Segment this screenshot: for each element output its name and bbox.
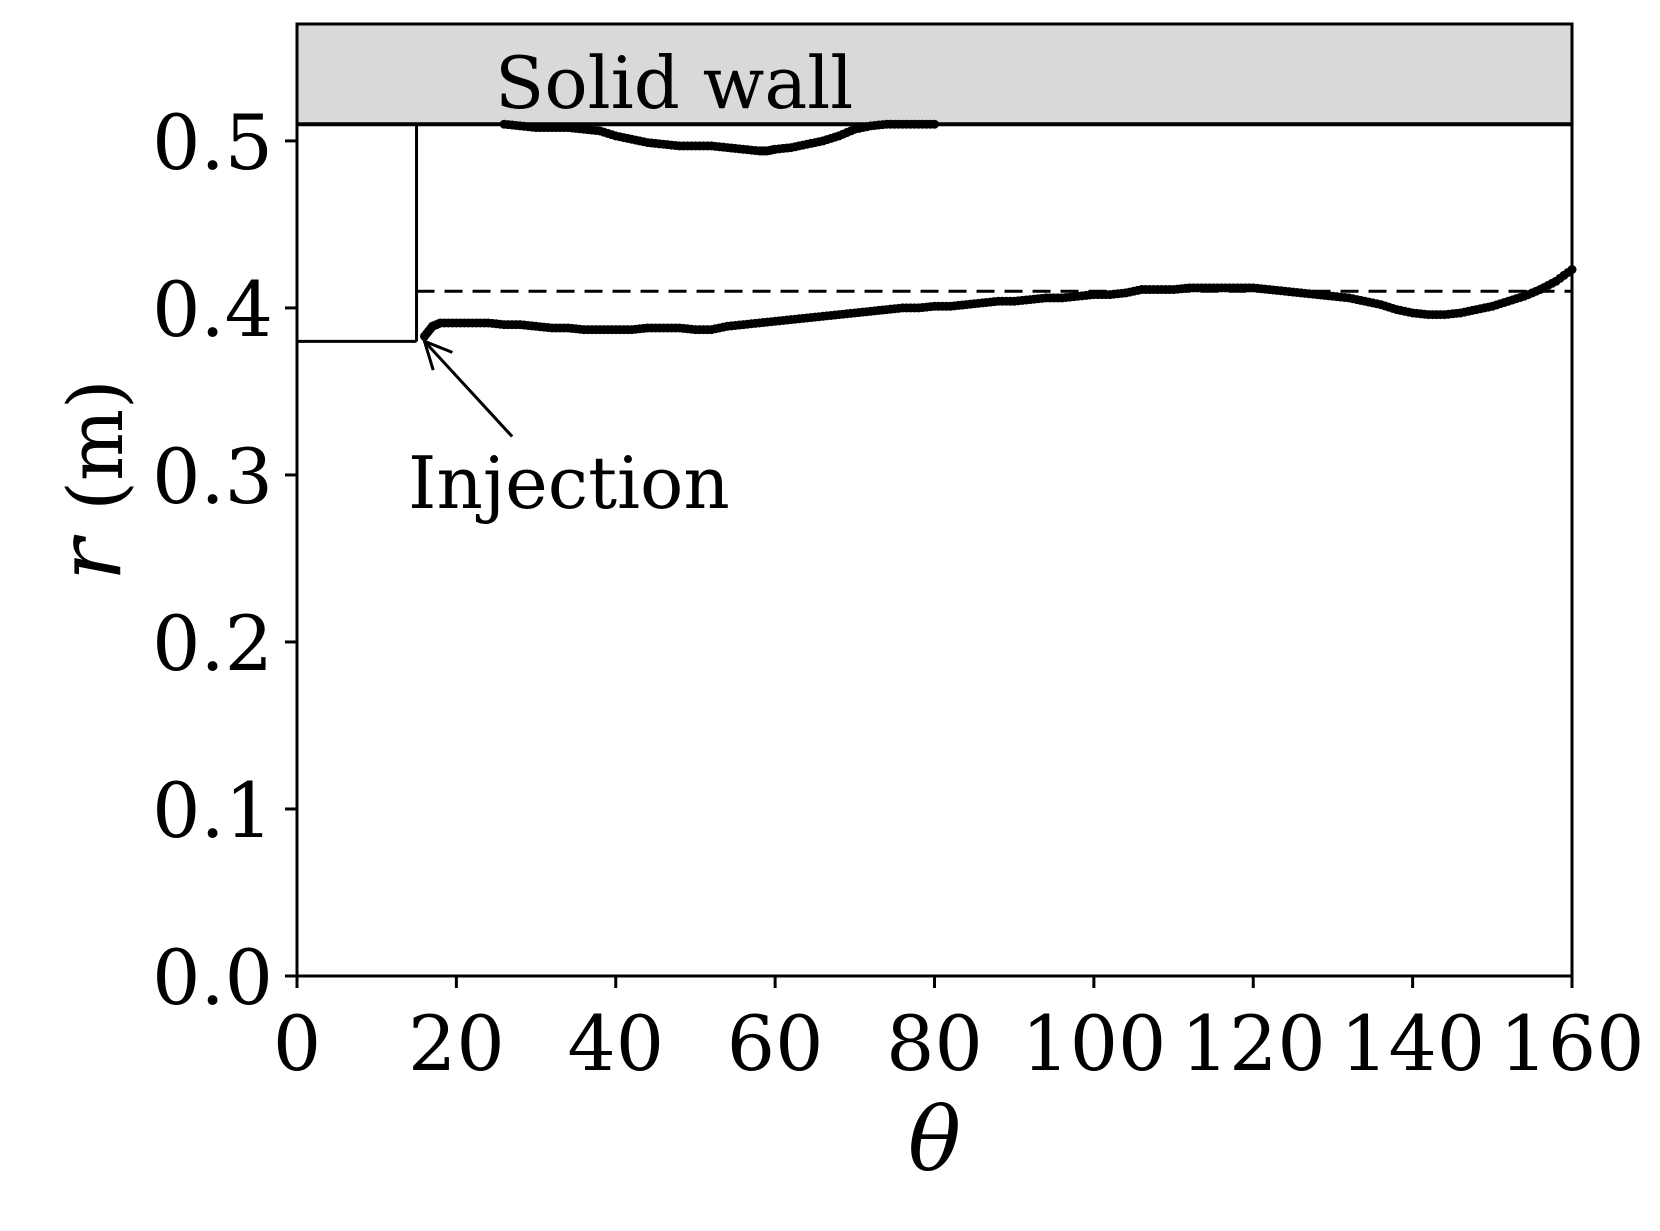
y-tick-label: 0.1 — [152, 766, 273, 855]
y-tick-label: 0.4 — [152, 265, 273, 354]
axes: 0 20 40 60 80 100 120 140 160 0.0 0.1 0.2 0.3 0.4 0.5 — [152, 22, 1645, 1088]
injection-label: Injection — [408, 441, 730, 525]
y-tick-label: 0.5 — [152, 98, 273, 187]
solid-wall-label: Solid wall — [495, 41, 853, 125]
y-tick-label: 0.0 — [152, 933, 273, 1022]
x-tick-label: 140 — [1340, 999, 1485, 1088]
x-tick-label: 20 — [408, 999, 505, 1088]
y-tick-label: 0.2 — [152, 599, 273, 688]
y-axis-label-variable: r — [38, 534, 141, 581]
x-tick-label: 40 — [567, 999, 664, 1088]
x-tick-label: 0 — [273, 999, 321, 1088]
x-tick-label: 120 — [1181, 999, 1326, 1088]
x-axis-label: θ — [908, 1088, 961, 1191]
injection-arrow-shaft — [423, 340, 514, 438]
y-tick-label: 0.3 — [152, 432, 273, 521]
series-2 — [420, 265, 1577, 341]
series-1 — [499, 119, 939, 156]
y-axis-label-unit: (m) — [51, 379, 140, 510]
x-tick-label: 60 — [727, 999, 824, 1088]
plot-area — [297, 24, 1577, 438]
injection-arrow-head — [422, 338, 453, 371]
x-tick-label: 80 — [886, 999, 983, 1088]
x-tick-label: 160 — [1499, 999, 1644, 1088]
solid-wall-band — [297, 24, 1572, 125]
x-tick-label: 100 — [1021, 999, 1166, 1088]
data-point — [930, 119, 939, 129]
